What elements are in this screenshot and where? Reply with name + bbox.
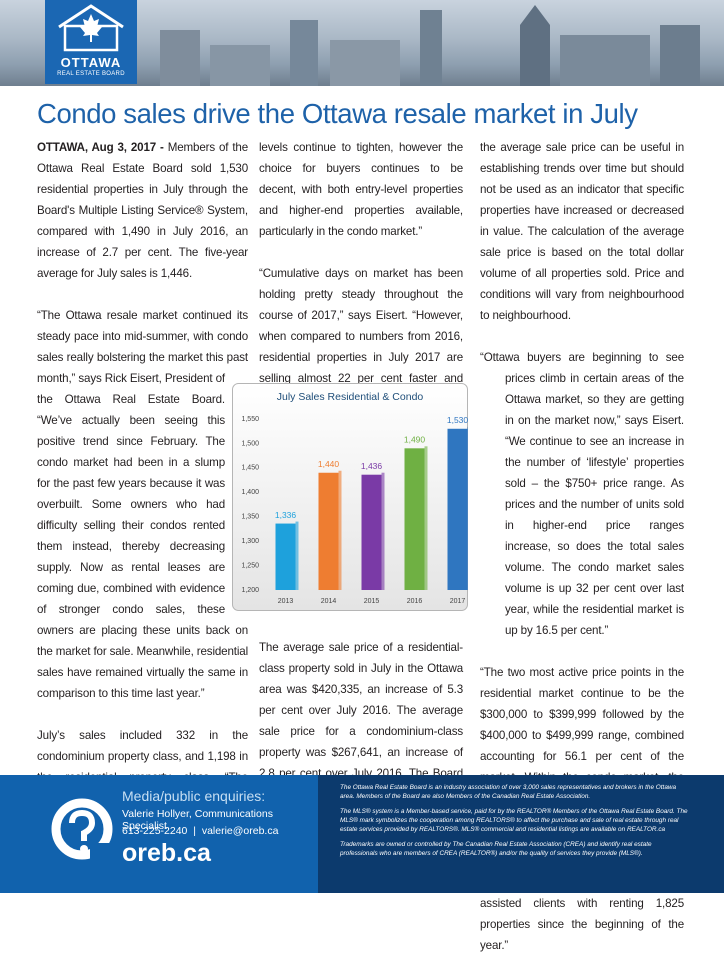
headline: Condo sales drive the Ottawa resale mark…: [37, 98, 638, 129]
x-tick-label: 2014: [321, 598, 337, 605]
bar-side: [338, 470, 342, 590]
x-tick-label: 2016: [407, 598, 423, 605]
column: The average sale price of a residential-…: [259, 637, 463, 826]
header-photo: OTTAWA REAL ESTATE BOARD: [0, 0, 724, 86]
paragraph: OTTAWA, Aug 3, 2017 - Members of the Ott…: [37, 137, 248, 284]
separator: |: [193, 825, 196, 837]
contact-line: 613-225-2240 | valerie@oreb.ca: [122, 825, 278, 837]
logo-name: OTTAWA: [60, 55, 122, 70]
contact-email: valerie@oreb.ca: [201, 825, 279, 837]
logo-mark: [58, 4, 124, 52]
footer-contact: Media/public enquiries: Valerie Hollyer,…: [0, 775, 318, 893]
footer: Media/public enquiries: Valerie Hollyer,…: [0, 775, 724, 893]
bar-side: [424, 446, 428, 590]
logo-subtitle: REAL ESTATE BOARD: [57, 71, 125, 77]
value-label: 1,490: [404, 435, 426, 445]
y-tick-label: 1,350: [241, 514, 259, 521]
paragraph-text: the average sale price can be useful in …: [480, 141, 684, 322]
y-tick-label: 1,250: [241, 562, 259, 569]
y-tick-label: 1,300: [241, 538, 259, 545]
bar: [404, 448, 425, 590]
website: oreb.ca: [122, 839, 211, 867]
paragraph-text: The average sale price of a residential-…: [259, 641, 463, 801]
x-tick-label: 2013: [278, 598, 294, 605]
footer-notes: The Ottawa Real Estate Board is an indus…: [340, 783, 690, 864]
dateline: OTTAWA, Aug 3, 2017 -: [37, 141, 164, 154]
column: the average sale price can be useful in …: [480, 137, 684, 977]
bar: [318, 472, 339, 590]
paragraph-text: “The Ottawa resale market continued its …: [37, 309, 248, 700]
chart-title: July Sales Residential & Condo: [277, 391, 424, 403]
chart: July Sales Residential & Condo 1,200 1,25…: [232, 383, 468, 611]
contact-phone: 613-225-2240: [122, 825, 188, 837]
y-tick-label: 1,400: [241, 489, 259, 496]
bar: [447, 428, 468, 590]
value-label: 1,530: [447, 415, 468, 425]
paragraph-text: levels continue to tighten, however the …: [259, 141, 463, 238]
y-tick-label: 1,550: [241, 416, 259, 423]
paragraph: “Ottawa buyers are beginning to see pric…: [480, 347, 684, 641]
bar-side: [295, 521, 299, 590]
bar-side: [381, 472, 385, 590]
bar: [361, 474, 382, 590]
paragraph-text: “Ottawa buyers are beginning to see pric…: [480, 351, 684, 637]
footer-note: Trademarks are owned or controlled by Th…: [340, 841, 652, 857]
chart-frame: [232, 383, 468, 611]
x-tick-label: 2015: [364, 598, 380, 605]
contact-heading: Media/public enquiries:: [122, 788, 266, 804]
contact-name: Valerie Hollyer, Communications Speciali…: [122, 808, 273, 832]
y-tick-label: 1,200: [241, 587, 259, 594]
paragraph: the average sale price can be useful in …: [480, 137, 684, 326]
paragraph: The average sale price of a residential-…: [259, 637, 463, 805]
skyline: [160, 5, 700, 86]
oreb-icon: [51, 798, 113, 865]
y-tick-label: 1,500: [241, 440, 259, 447]
y-tick-label: 1,450: [241, 465, 259, 472]
page: OTTAWA REAL ESTATE BOARD Condo sales dri…: [0, 0, 724, 952]
bar-side: [467, 426, 468, 590]
value-label: 1,440: [318, 459, 340, 469]
logo: OTTAWA REAL ESTATE BOARD: [45, 0, 137, 84]
paragraph-text: Members of the Ottawa Real Estate Board …: [37, 141, 248, 280]
value-label: 1,436: [361, 461, 383, 471]
x-tick-label: 2017: [450, 598, 466, 605]
value-label: 1,336: [275, 510, 297, 520]
footer-note: The Ottawa Real Estate Board is an indus…: [340, 784, 677, 800]
paragraph: levels continue to tighten, however the …: [259, 137, 463, 242]
footer-note: The MLS® system is a Member-based servic…: [340, 808, 688, 833]
bar: [275, 523, 296, 590]
paragraph: “The Ottawa resale market continued its …: [37, 305, 248, 704]
